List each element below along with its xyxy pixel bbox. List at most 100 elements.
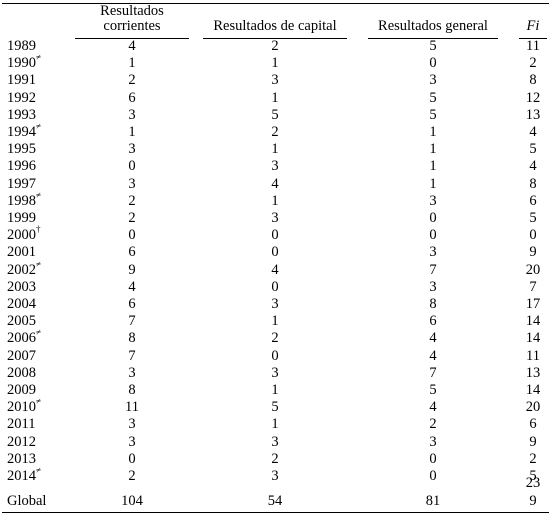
resultados-corrientes-cell: 0 [128,227,136,243]
total-resultados-capital: 54 [267,493,283,509]
resultados-corrientes-cell: 4 [128,38,136,54]
year-value: 1993 [7,107,36,123]
resultados-corrientes-cell: 7 [128,313,136,329]
resultados-general-cell: 4 [429,330,437,346]
fi-cell: 5 [529,141,537,157]
year-cell: 1996 [7,158,36,175]
fi-cell: 4 [529,158,537,174]
year-cell: 1994≠ [7,121,41,141]
year-cell: 2011 [7,416,35,433]
resultados-general-cell: 0 [429,227,437,243]
resultados-corrientes-cell: 2 [128,72,136,88]
header-resultados-general: Resultados general [378,18,488,34]
resultados-corrientes-cell: 8 [128,382,136,398]
resultados-general-cell: 5 [429,90,437,106]
resultados-corrientes-cell: 0 [128,158,136,174]
year-cell: 1998≠ [7,191,41,210]
header-resultados-corrientes-line1: Resultados [100,3,164,19]
year-cell: 2009 [7,382,36,399]
resultados-capital-cell: 1 [271,313,279,329]
bottom-rule [2,512,549,513]
year-cell: 2001 [7,244,36,261]
year-value: 2013 [7,451,36,467]
year-value: 1995 [7,141,36,157]
fi-cell: 14 [525,330,541,346]
fi-cell: 8 [529,176,537,192]
resultados-capital-cell: 0 [271,244,279,260]
top-rule [2,3,549,4]
fi-cell: 5 [529,210,537,226]
year-cell: 2002≠ [7,260,41,279]
year-cell: 2014≠ [7,465,41,485]
header-underline-general [368,38,498,39]
resultados-capital-cell: 0 [271,348,279,364]
resultados-general-cell: 5 [429,38,437,54]
fi-cell: 4 [529,124,537,140]
year-cell: 2008 [7,365,36,382]
resultados-capital-cell: 1 [271,55,279,71]
year-cell: 1997 [7,176,36,193]
year-value: 2010 [7,399,36,415]
year-value: 1998 [7,193,36,209]
resultados-general-cell: 1 [429,141,437,157]
resultados-corrientes-cell: 11 [125,399,139,415]
year-cell: 1993 [7,107,36,124]
year-cell: 1991 [7,72,36,89]
resultados-corrientes-cell: 3 [128,107,136,123]
year-cell: 2010≠ [7,397,41,416]
resultados-capital-cell: 0 [271,279,279,295]
resultados-general-cell: 3 [429,244,437,260]
resultados-general-cell: 3 [429,279,437,295]
total-resultados-corrientes: 104 [121,493,143,509]
resultados-capital-cell: 3 [271,296,279,312]
fi-cell: 14 [525,313,541,329]
fi-cell: 7 [529,279,537,295]
total-fi-line2: 9 [529,493,537,509]
resultados-capital-cell: 1 [271,416,279,432]
year-value: 2002 [7,262,36,278]
year-value: 1990 [7,55,36,71]
resultados-corrientes-cell: 0 [128,451,136,467]
fi-cell: 6 [529,193,537,209]
year-cell: 2004 [7,296,36,313]
header-underline-corrientes [75,38,189,39]
resultados-general-cell: 0 [429,468,437,484]
resultados-corrientes-cell: 3 [128,416,136,432]
fi-cell: 11 [526,38,540,54]
total-resultados-general: 81 [425,493,441,509]
fi-cell: 13 [525,365,541,381]
resultados-capital-cell: 5 [271,399,279,415]
resultados-capital-cell: 1 [271,141,279,157]
fi-cell: 2 [529,55,537,71]
fi-cell: 5 [529,468,537,484]
header-resultados-capital: Resultados de capital [213,18,337,34]
fi-cell: 14 [525,382,541,398]
resultados-capital-cell: 1 [271,90,279,106]
resultados-corrientes-cell: 2 [128,210,136,226]
year-cell: 2000† [7,225,41,244]
resultados-general-cell: 4 [429,348,437,364]
year-cell: 1999 [7,210,36,227]
header-resultados-corrientes-line2: corrientes [103,18,161,34]
year-value: 2001 [7,244,36,260]
resultados-corrientes-cell: 9 [128,262,136,278]
fi-cell: 17 [525,296,541,312]
resultados-general-cell: 3 [429,434,437,450]
year-footnote-mark: ≠ [36,465,41,476]
year-value: 1989 [7,38,36,54]
resultados-corrientes-cell: 3 [128,434,136,450]
year-cell: 1989 [7,38,36,55]
resultados-general-cell: 1 [429,176,437,192]
resultados-corrientes-cell: 3 [128,365,136,381]
resultados-capital-cell: 3 [271,158,279,174]
year-value: 2003 [7,279,36,295]
year-value: 2009 [7,382,36,398]
resultados-capital-cell: 3 [271,468,279,484]
resultados-general-cell: 7 [429,365,437,381]
fi-cell: 9 [529,434,537,450]
resultados-general-cell: 3 [429,72,437,88]
year-footnote-mark: ≠ [36,327,41,338]
year-cell: 2013 [7,451,36,468]
year-footnote-mark: ≠ [36,121,41,132]
resultados-general-cell: 0 [429,55,437,71]
